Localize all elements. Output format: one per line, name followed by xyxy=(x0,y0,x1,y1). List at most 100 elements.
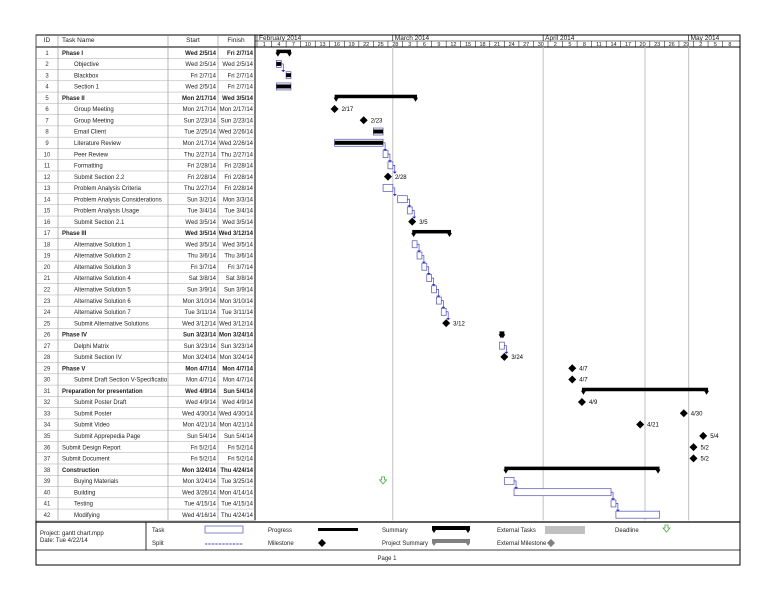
task-name[interactable]: Problem Analysis Usage xyxy=(74,209,140,215)
summary-bar[interactable] xyxy=(504,466,660,471)
task-id[interactable]: 35 xyxy=(44,434,51,440)
task-start[interactable]: Thu 2/27/14 xyxy=(184,186,217,192)
task-finish[interactable]: Fri 2/28/14 xyxy=(224,164,253,170)
task-start[interactable]: Mon 4/7/14 xyxy=(186,378,217,384)
task-name[interactable]: Construction xyxy=(62,468,100,474)
task-id[interactable]: 3 xyxy=(45,73,49,79)
task-finish[interactable]: Thu 4/24/14 xyxy=(221,513,254,519)
task-finish[interactable]: Sun 3/23/14 xyxy=(221,344,254,350)
task-name[interactable]: Submit Poster xyxy=(74,411,112,417)
task-name[interactable]: Section 1 xyxy=(74,85,100,91)
task-id[interactable]: 5 xyxy=(45,96,49,102)
task-name[interactable]: Submit Apprepedia Page xyxy=(74,434,141,440)
task-start[interactable]: Tue 2/25/14 xyxy=(184,130,216,136)
task-id[interactable]: 12 xyxy=(44,175,51,181)
task-start[interactable]: Mon 2/17/14 xyxy=(183,107,217,113)
summary-bar[interactable] xyxy=(412,229,451,234)
task-finish[interactable]: Fri 2/28/14 xyxy=(224,186,253,192)
task-name[interactable]: Testing xyxy=(74,502,93,508)
task-id[interactable]: 2 xyxy=(45,62,49,68)
task-name[interactable]: Phase II xyxy=(62,96,85,102)
task-name[interactable]: Peer Review xyxy=(74,152,109,158)
column-header-start[interactable]: Start xyxy=(186,37,200,44)
task-name[interactable]: Alternative Solution 6 xyxy=(74,299,131,305)
task-id[interactable]: 19 xyxy=(44,254,51,260)
task-start[interactable]: Mon 3/10/14 xyxy=(183,299,217,305)
task-finish[interactable]: Thu 3/6/14 xyxy=(224,254,253,260)
task-start[interactable]: Sun 5/4/14 xyxy=(187,434,217,440)
task-finish[interactable]: Wed 3/12/14 xyxy=(219,231,254,237)
task-name[interactable]: Alternative Solution 2 xyxy=(74,254,131,260)
task-finish[interactable]: Thu 2/27/14 xyxy=(221,152,254,158)
task-name[interactable]: Alternative Solution 5 xyxy=(74,288,131,294)
task-start[interactable]: Mon 3/24/14 xyxy=(183,479,217,485)
task-name[interactable]: Submit Section 2.1 xyxy=(74,220,125,226)
task-name[interactable]: Objective xyxy=(74,62,100,68)
task-finish[interactable]: Wed 3/5/14 xyxy=(222,242,253,248)
task-name[interactable]: Formatting xyxy=(74,164,103,170)
task-finish[interactable]: Wed 4/30/14 xyxy=(219,411,254,417)
milestone-diamond[interactable] xyxy=(408,217,417,226)
task-start[interactable]: Sun 2/23/14 xyxy=(184,118,217,124)
task-bar[interactable] xyxy=(503,476,515,485)
task-name[interactable]: Submit Poster Draft xyxy=(74,400,127,406)
task-start[interactable]: Tue 3/4/14 xyxy=(188,209,217,215)
task-start[interactable]: Mon 3/24/14 xyxy=(183,355,217,361)
task-start[interactable]: Sun 3/23/14 xyxy=(184,344,217,350)
task-bar[interactable] xyxy=(416,251,423,260)
task-finish[interactable]: Fri 2/28/14 xyxy=(224,175,253,181)
task-id[interactable]: 27 xyxy=(44,344,51,350)
task-name[interactable]: Alternative Solution 7 xyxy=(74,310,131,316)
task-finish[interactable]: Mon 4/7/14 xyxy=(223,378,254,384)
task-id[interactable]: 24 xyxy=(44,310,51,316)
column-header-name[interactable]: Task Name xyxy=(62,37,95,44)
task-bar[interactable] xyxy=(431,285,437,294)
task-start[interactable]: Wed 2/5/14 xyxy=(185,51,217,57)
task-id[interactable]: 30 xyxy=(44,378,51,384)
task-finish[interactable]: Tue 3/11/14 xyxy=(222,310,254,316)
task-name[interactable]: Submit Document xyxy=(62,457,110,463)
task-id[interactable]: 8 xyxy=(45,130,49,136)
task-name[interactable]: Preparation for presentation xyxy=(62,389,143,395)
task-id[interactable]: 23 xyxy=(44,299,51,305)
task-name[interactable]: Group Meeting xyxy=(74,107,114,113)
column-header-id[interactable]: ID xyxy=(44,37,51,44)
task-id[interactable]: 38 xyxy=(44,468,51,474)
task-start[interactable]: Fri 2/28/14 xyxy=(187,175,216,181)
task-bar[interactable] xyxy=(436,296,442,305)
task-name[interactable]: Phase IV xyxy=(62,333,87,339)
task-finish[interactable]: Wed 2/26/14 xyxy=(219,141,254,147)
task-finish[interactable]: Wed 2/26/14 xyxy=(219,130,254,136)
task-start[interactable]: Wed 2/5/14 xyxy=(185,85,216,91)
milestone-diamond[interactable] xyxy=(636,420,645,429)
task-name[interactable]: Alternative Solution 1 xyxy=(74,242,131,248)
task-start[interactable]: Sat 3/8/14 xyxy=(189,276,217,282)
summary-bar[interactable] xyxy=(581,387,709,392)
task-finish[interactable]: Sun 5/4/14 xyxy=(223,389,253,395)
task-id[interactable]: 28 xyxy=(44,355,51,361)
task-start[interactable]: Mon 2/17/14 xyxy=(183,141,217,147)
task-name[interactable]: Submit Design Report xyxy=(62,445,121,451)
milestone-diamond[interactable] xyxy=(577,398,586,407)
task-id[interactable]: 11 xyxy=(44,164,51,170)
task-bar[interactable] xyxy=(397,195,408,204)
task-bar[interactable] xyxy=(513,488,612,497)
task-finish[interactable]: Wed 3/5/14 xyxy=(222,96,254,102)
task-id[interactable]: 4 xyxy=(45,85,49,91)
task-start[interactable]: Mon 2/17/14 xyxy=(182,96,217,102)
task-finish[interactable]: Tue 3/25/14 xyxy=(221,479,253,485)
task-start[interactable]: Wed 4/9/14 xyxy=(185,389,217,395)
task-bar[interactable] xyxy=(499,341,505,350)
task-name[interactable]: Alternative Solution 3 xyxy=(74,265,131,271)
task-id[interactable]: 36 xyxy=(44,445,51,451)
task-id[interactable]: 31 xyxy=(44,389,51,395)
task-start[interactable]: Wed 3/5/14 xyxy=(185,242,216,248)
milestone-diamond[interactable] xyxy=(330,104,339,113)
milestone-diamond[interactable] xyxy=(383,172,392,181)
task-id[interactable]: 32 xyxy=(44,400,51,406)
task-id[interactable]: 18 xyxy=(44,242,51,248)
task-start[interactable]: Wed 4/30/14 xyxy=(182,411,217,417)
task-id[interactable]: 40 xyxy=(44,490,51,496)
task-start[interactable]: Thu 2/27/14 xyxy=(184,152,217,158)
task-start[interactable]: Wed 3/5/14 xyxy=(185,231,217,237)
